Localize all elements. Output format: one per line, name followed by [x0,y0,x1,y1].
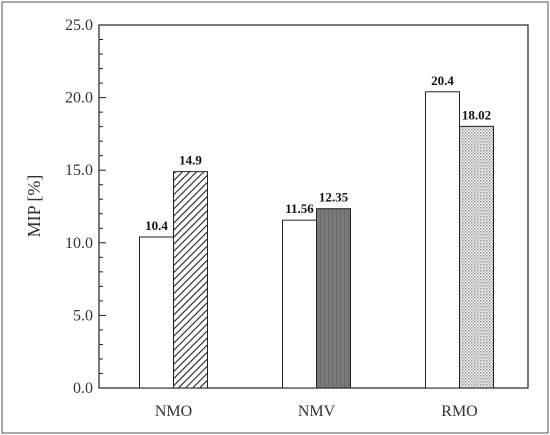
y-tick-label: 0.0 [73,380,93,397]
y-axis: 0.0 5.0 10.0 15.0 20.0 25.0 [65,17,106,397]
bar-nmo-2 [173,171,208,389]
data-label: 14.9 [179,153,202,168]
y-tick-label: 15.0 [65,162,93,179]
y-tick-label: 25.0 [65,17,93,34]
bar-rmo-2 [459,125,494,389]
data-label: 12.35 [319,190,349,205]
bar-nmv-2 [316,208,351,389]
y-tick-label: 10.0 [65,235,93,252]
data-labels-layer: 10.4 14.9 11.56 12.35 20.4 18.02 [145,73,491,233]
bar-nmv-1 [282,219,317,389]
bar-rmo-1 [425,91,460,389]
x-tick-label: NMO [155,403,192,420]
x-axis: NMO NMV RMO [155,403,478,420]
y-tick-label: 20.0 [65,90,93,107]
y-axis-label: MIP [%] [24,175,44,238]
data-label: 18.02 [462,107,491,122]
data-label: 10.4 [145,218,168,233]
x-tick-label: RMO [441,403,477,420]
x-tick-label: NMV [298,403,336,420]
bars-layer [139,91,494,389]
data-label: 11.56 [285,201,314,216]
bar-nmo-1 [139,236,174,389]
data-label: 20.4 [431,73,454,88]
y-tick-label: 5.0 [73,307,93,324]
